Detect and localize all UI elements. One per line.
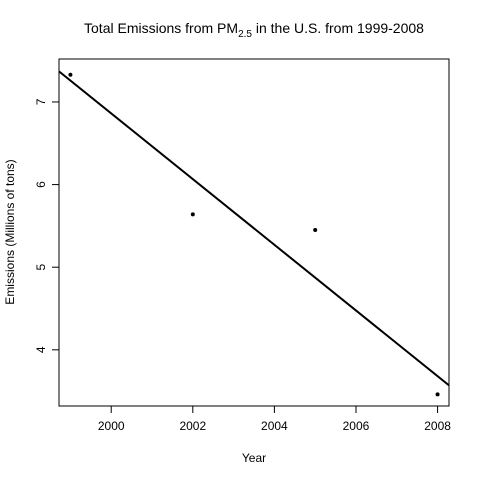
x-tick-label-2006: 2006 xyxy=(343,419,370,433)
data-point-1999 xyxy=(68,72,73,77)
chart-marks xyxy=(58,70,450,397)
trend-line xyxy=(58,70,450,387)
data-point-2008 xyxy=(435,392,440,397)
x-axis-label: Year xyxy=(242,451,266,465)
plot-frame xyxy=(58,58,450,407)
y-tick-label-4: 4 xyxy=(34,346,48,353)
x-tick-label-2002: 2002 xyxy=(179,419,206,433)
chart-title-rest: in the U.S. from 1999-2008 xyxy=(252,20,424,36)
y-axis-label: Emissions (Millions of tons) xyxy=(3,159,17,304)
x-tick-label-2004: 2004 xyxy=(261,419,288,433)
chart-title: Total Emissions from PM2.5 in the U.S. f… xyxy=(84,20,424,40)
chart-title-main: Total Emissions from PM xyxy=(84,20,238,36)
data-point-2005 xyxy=(313,228,318,233)
y-tick-label-5: 5 xyxy=(34,264,48,271)
x-tick-label-2000: 2000 xyxy=(98,419,125,433)
y-tick-label-7: 7 xyxy=(34,98,48,105)
chart-title-subscript: 2.5 xyxy=(238,29,252,40)
x-tick-label-2008: 2008 xyxy=(424,419,451,433)
y-tick-label-6: 6 xyxy=(34,181,48,188)
data-point-2002 xyxy=(190,212,195,217)
y-axis: 4 5 6 7 xyxy=(34,98,59,353)
x-axis: 2000 2002 2004 2006 2008 xyxy=(98,406,451,433)
